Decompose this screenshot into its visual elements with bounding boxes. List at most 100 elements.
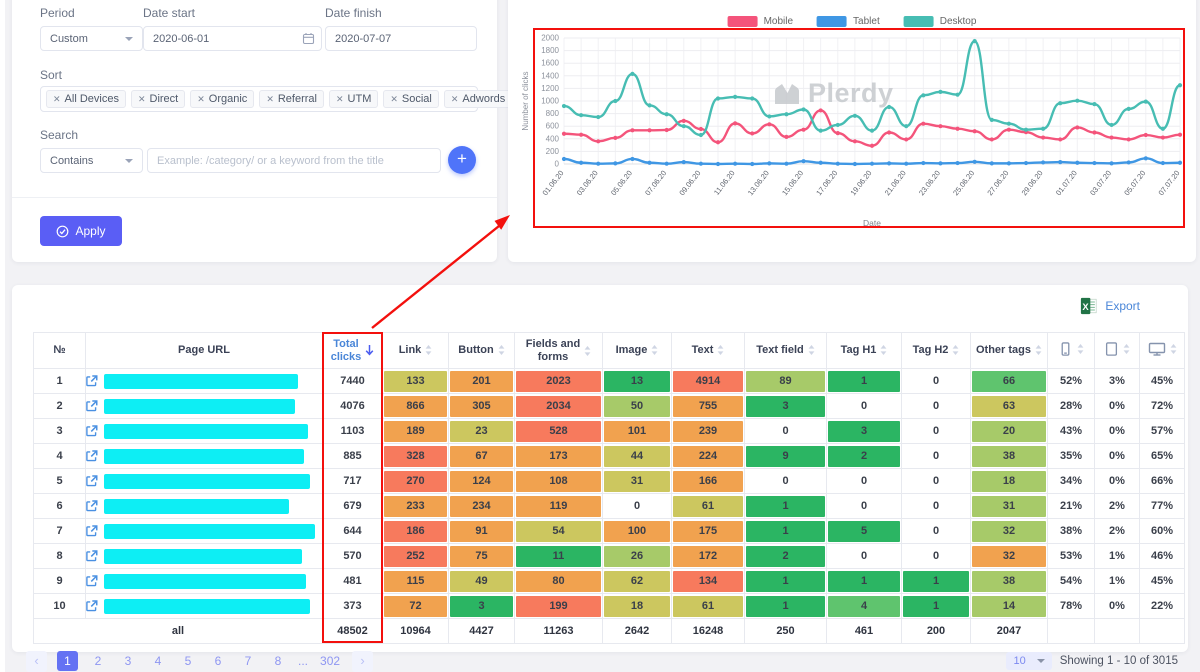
external-link-icon[interactable] xyxy=(86,600,98,612)
header-text-field[interactable]: Text field xyxy=(744,332,827,369)
sort-tag-all-devices[interactable]: ✕ All Devices xyxy=(46,90,126,108)
header-fields-and-forms[interactable]: Fields and forms xyxy=(514,332,603,369)
sort-label: Sort xyxy=(40,68,63,82)
total-clicks-cell: 481 xyxy=(322,568,383,594)
svg-text:07.07.20: 07.07.20 xyxy=(1157,169,1182,198)
header-tablet-share[interactable] xyxy=(1094,332,1140,369)
external-link-icon[interactable] xyxy=(86,500,98,512)
device-share-cell: 0% xyxy=(1094,393,1140,419)
remove-tag-icon[interactable]: ✕ xyxy=(53,93,61,104)
metric-cell: 528 xyxy=(514,418,603,444)
external-link-icon[interactable] xyxy=(86,475,98,487)
metric-cell: 2034 xyxy=(514,393,603,419)
sort-tag-utm[interactable]: ✕ UTM xyxy=(328,90,379,108)
sort-tag-adwords[interactable]: ✕ Adwords xyxy=(443,90,513,108)
legend-item-desktop[interactable]: Desktop xyxy=(903,16,976,27)
page-button-3[interactable]: 3 xyxy=(124,654,132,668)
metric-cell: 234 xyxy=(448,493,515,519)
date-finish-input[interactable] xyxy=(325,26,477,51)
redacted-url-bar[interactable] xyxy=(104,598,311,614)
search-input[interactable] xyxy=(147,148,441,173)
search-mode-select[interactable]: Contains xyxy=(40,148,143,173)
next-page-button[interactable]: › xyxy=(352,650,374,672)
date-start-input[interactable] xyxy=(143,26,322,51)
legend-item-tablet[interactable]: Tablet xyxy=(817,16,880,27)
redacted-url-bar[interactable] xyxy=(104,373,298,389)
metric-cell: 32 xyxy=(970,518,1048,544)
redacted-url-bar[interactable] xyxy=(104,573,307,589)
metric-cell: 305 xyxy=(448,393,515,419)
remove-tag-icon[interactable]: ✕ xyxy=(450,93,459,104)
redacted-url-bar[interactable] xyxy=(104,498,289,514)
header-total-clicks[interactable]: Total clicks xyxy=(322,332,383,369)
page-button-5[interactable]: 5 xyxy=(184,654,192,668)
header-button[interactable]: Button xyxy=(448,332,515,369)
sort-tag-direct[interactable]: ✕ Direct xyxy=(130,90,186,108)
external-link-icon[interactable] xyxy=(86,525,98,537)
apply-button-label: Apply xyxy=(75,224,106,238)
table-row: 10 373 72 3 199 18 61 1 4 1 14 78% 0% 22% xyxy=(33,593,1185,619)
row-number: 8 xyxy=(33,543,86,569)
remove-tag-icon[interactable]: ✕ xyxy=(266,93,274,104)
page-button-302[interactable]: 302 xyxy=(320,654,341,668)
page-button-8[interactable]: 8 xyxy=(274,654,282,668)
sort-tag-organic[interactable]: ✕ Organic xyxy=(190,90,255,108)
pagination-pages: ‹ 1 2 3 4 5 6 7 8... 302 › xyxy=(26,650,374,672)
header-image[interactable]: Image xyxy=(602,332,672,369)
tag-label: Direct xyxy=(149,93,179,105)
sort-tag-social[interactable]: ✕ Social xyxy=(383,90,439,108)
page-button-2[interactable]: 2 xyxy=(94,654,102,668)
header-link[interactable]: Link xyxy=(382,332,449,369)
tag-label: Adwords xyxy=(462,93,506,105)
clicks-table: № Page URL Total clicks Link Button Fields … xyxy=(33,332,1185,644)
redacted-url-bar[interactable] xyxy=(104,548,302,564)
header-mobile-share[interactable] xyxy=(1047,332,1095,369)
svg-text:05.06.20: 05.06.20 xyxy=(609,169,634,198)
sort-tag-referral[interactable]: ✕ Referral xyxy=(259,90,324,108)
redacted-url-bar[interactable] xyxy=(104,523,315,539)
tag-label: All Devices xyxy=(64,93,119,105)
apply-button[interactable]: Apply xyxy=(40,216,122,246)
page-size-select[interactable]: 10 xyxy=(1006,652,1052,670)
legend-item-mobile[interactable]: Mobile xyxy=(727,16,793,27)
redacted-url-bar[interactable] xyxy=(104,398,296,414)
period-select[interactable]: Custom xyxy=(40,26,143,51)
tag-label: Referral xyxy=(277,93,317,105)
external-link-icon[interactable] xyxy=(86,425,98,437)
external-link-icon[interactable] xyxy=(86,375,98,387)
page-url-cell xyxy=(85,593,323,619)
page-url-cell xyxy=(85,543,323,569)
redacted-url-bar[interactable] xyxy=(104,423,309,439)
chevron-down-icon xyxy=(1036,659,1045,663)
remove-tag-icon[interactable]: ✕ xyxy=(390,93,398,104)
external-link-icon[interactable] xyxy=(86,575,98,587)
header-text[interactable]: Text xyxy=(671,332,745,369)
page-button-4[interactable]: 4 xyxy=(154,654,162,668)
metric-cell: 20 xyxy=(970,418,1048,444)
remove-tag-icon[interactable]: ✕ xyxy=(197,93,205,104)
totals-cell: 4427 xyxy=(448,618,515,644)
redacted-url-bar[interactable] xyxy=(104,448,304,464)
external-link-icon[interactable] xyxy=(86,400,98,412)
export-button[interactable]: X Export xyxy=(1080,297,1140,315)
page-button-7[interactable]: 7 xyxy=(244,654,252,668)
redacted-url-bar[interactable] xyxy=(104,473,311,489)
remove-tag-icon[interactable]: ✕ xyxy=(137,93,146,104)
header-desktop-share[interactable] xyxy=(1139,332,1185,369)
page-button-1[interactable]: 1 xyxy=(57,651,78,671)
sort-tags-box: ✕ All Devices ✕ Direct ✕ Organic ✕ Referral ✕ UTM… xyxy=(40,86,513,112)
device-share-cell: 45% xyxy=(1139,568,1185,594)
external-link-icon[interactable] xyxy=(86,450,98,462)
header-tag-h2[interactable]: Tag H2 xyxy=(901,332,971,369)
header-other-tags[interactable]: Other tags xyxy=(970,332,1048,369)
prev-page-button[interactable]: ‹ xyxy=(26,650,47,672)
header-tag-h1[interactable]: Tag H1 xyxy=(826,332,902,369)
page-url-cell xyxy=(85,468,323,494)
calendar-icon[interactable] xyxy=(302,32,315,50)
external-link-icon[interactable] xyxy=(86,550,98,562)
page-button-6[interactable]: 6 xyxy=(214,654,222,668)
add-search-condition-button[interactable]: + xyxy=(448,146,476,174)
svg-text:800: 800 xyxy=(546,109,560,118)
remove-tag-icon[interactable]: ✕ xyxy=(335,93,344,104)
tablet-icon xyxy=(1105,341,1118,356)
